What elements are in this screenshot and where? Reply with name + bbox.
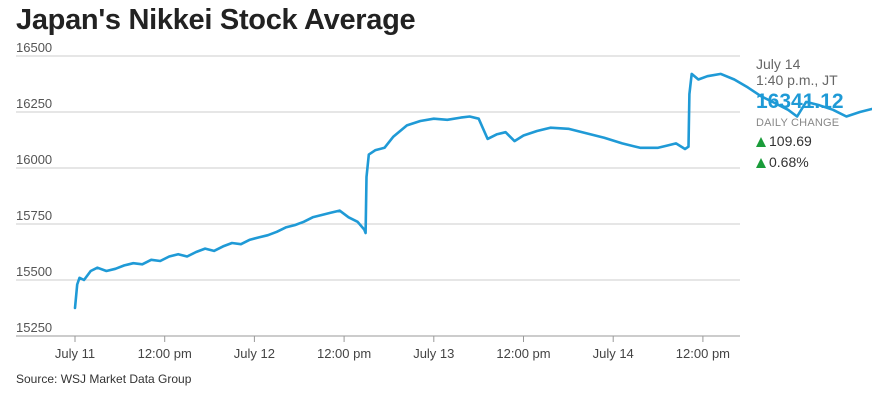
up-arrow-icon xyxy=(756,137,766,147)
x-tick-label: July 12 xyxy=(234,346,275,361)
change-points: 109.69 xyxy=(769,133,812,149)
x-tick-label: 12:00 pm xyxy=(138,346,192,361)
quote-panel: July 14 1:40 p.m., JT 16341.12 DAILY CHA… xyxy=(756,56,868,171)
change-percent: 0.68% xyxy=(769,154,809,170)
y-tick-label: 15500 xyxy=(16,264,52,279)
y-tick-label: 16000 xyxy=(16,152,52,167)
series-line xyxy=(73,72,872,310)
y-tick-label: 16250 xyxy=(16,96,52,111)
change-points-row: 109.69 xyxy=(756,132,868,150)
change-percent-row: 0.68% xyxy=(756,153,868,171)
y-tick-label: 15250 xyxy=(16,320,52,335)
y-tick-label: 16500 xyxy=(16,40,52,55)
chart-title: Japan's Nikkei Stock Average xyxy=(16,4,416,36)
last-value: 16341.12 xyxy=(756,90,844,113)
up-arrow-icon xyxy=(756,158,766,168)
y-tick-label: 15750 xyxy=(16,208,52,223)
quote-date: July 14 xyxy=(756,56,801,72)
daily-change-label: DAILY CHANGE xyxy=(756,117,840,129)
x-tick-label: July 11 xyxy=(55,346,95,361)
x-tick-label: 12:00 pm xyxy=(676,346,730,361)
source-note: Source: WSJ Market Data Group xyxy=(16,372,192,386)
quote-time: 1:40 p.m., JT xyxy=(756,72,838,88)
x-tick-label: July 13 xyxy=(413,346,454,361)
x-tick-label: 12:00 pm xyxy=(317,346,371,361)
x-tick-label: 12:00 pm xyxy=(496,346,550,361)
x-tick-label: July 14 xyxy=(593,346,634,361)
